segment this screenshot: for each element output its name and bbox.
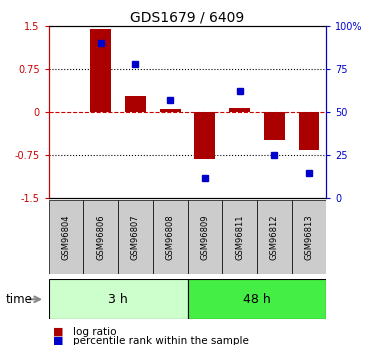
Bar: [49, 200, 83, 274]
Text: GSM96806: GSM96806: [96, 214, 105, 260]
Bar: [188, 279, 326, 319]
Text: GSM96811: GSM96811: [235, 215, 244, 260]
Text: GSM96812: GSM96812: [270, 215, 279, 260]
Bar: [292, 200, 326, 274]
Bar: [160, 109, 181, 112]
Text: GSM96809: GSM96809: [200, 215, 209, 260]
Text: time: time: [6, 293, 33, 306]
Bar: [194, 112, 215, 159]
Bar: [222, 200, 257, 274]
Bar: [257, 200, 292, 274]
Text: GSM96808: GSM96808: [166, 214, 175, 260]
Text: GSM96807: GSM96807: [131, 214, 140, 260]
Bar: [298, 112, 319, 149]
Bar: [153, 200, 188, 274]
Text: 48 h: 48 h: [243, 293, 271, 306]
Text: GSM96813: GSM96813: [304, 214, 313, 260]
Bar: [90, 29, 111, 112]
Bar: [49, 279, 188, 319]
Bar: [188, 200, 222, 274]
Text: percentile rank within the sample: percentile rank within the sample: [73, 336, 249, 345]
Bar: [264, 112, 285, 140]
Text: 3 h: 3 h: [108, 293, 128, 306]
Bar: [229, 108, 250, 112]
Text: ■: ■: [53, 327, 63, 337]
Bar: [118, 200, 153, 274]
Bar: [125, 96, 146, 112]
Text: ■: ■: [53, 336, 63, 345]
Text: GSM96804: GSM96804: [62, 215, 70, 260]
Text: GDS1679 / 6409: GDS1679 / 6409: [130, 10, 244, 24]
Text: log ratio: log ratio: [73, 327, 117, 337]
Bar: [83, 200, 118, 274]
